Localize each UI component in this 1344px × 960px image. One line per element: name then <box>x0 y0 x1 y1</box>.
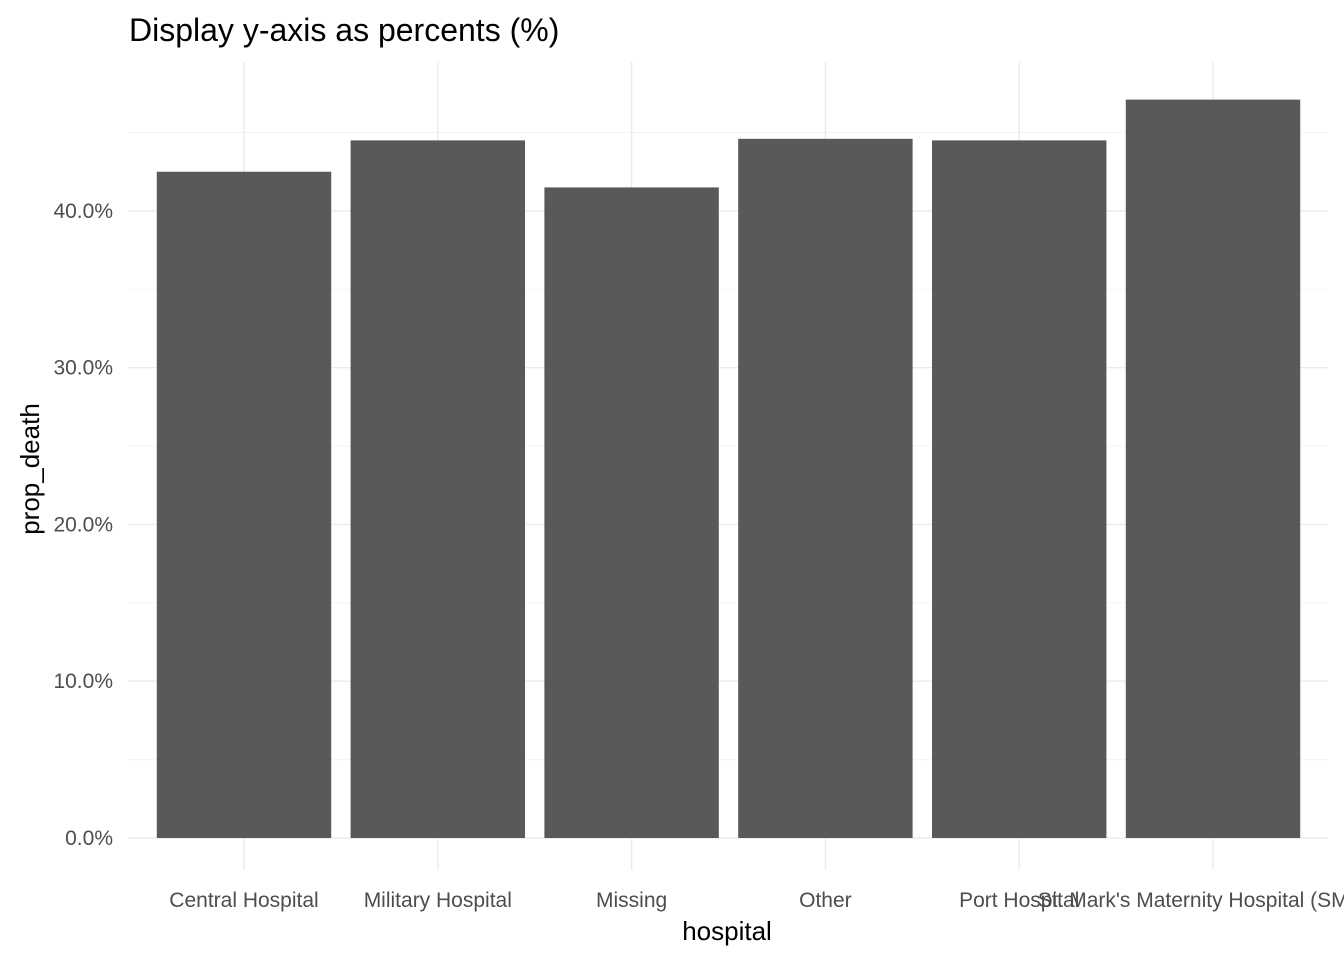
y-axis-title: prop_death <box>15 403 45 535</box>
chart-title: Display y-axis as percents (%) <box>129 12 559 48</box>
y-axis-ticks: 0.0% 10.0% 20.0% 30.0% 40.0% <box>53 200 113 850</box>
x-tick-label: Military Hospital <box>364 889 512 912</box>
y-tick-label: 0.0% <box>65 827 113 850</box>
bar <box>544 187 718 838</box>
y-tick-label: 30.0% <box>53 357 113 380</box>
x-axis-title: hospital <box>682 916 772 946</box>
x-axis-ticks: Central Hospital Military Hospital Missing… <box>169 889 1344 912</box>
bar <box>351 140 525 838</box>
bar <box>932 140 1106 838</box>
x-tick-label: St. Mark's Maternity Hospital (SMMH) <box>1038 889 1344 912</box>
y-tick-label: 40.0% <box>53 200 113 223</box>
bar <box>1126 100 1300 838</box>
x-tick-label: Central Hospital <box>169 889 318 912</box>
x-tick-label: Missing <box>596 889 667 912</box>
bar <box>157 172 331 838</box>
y-tick-label: 20.0% <box>53 513 113 536</box>
y-tick-label: 10.0% <box>53 670 113 693</box>
bar <box>738 139 912 838</box>
x-tick-label: Other <box>799 889 852 912</box>
